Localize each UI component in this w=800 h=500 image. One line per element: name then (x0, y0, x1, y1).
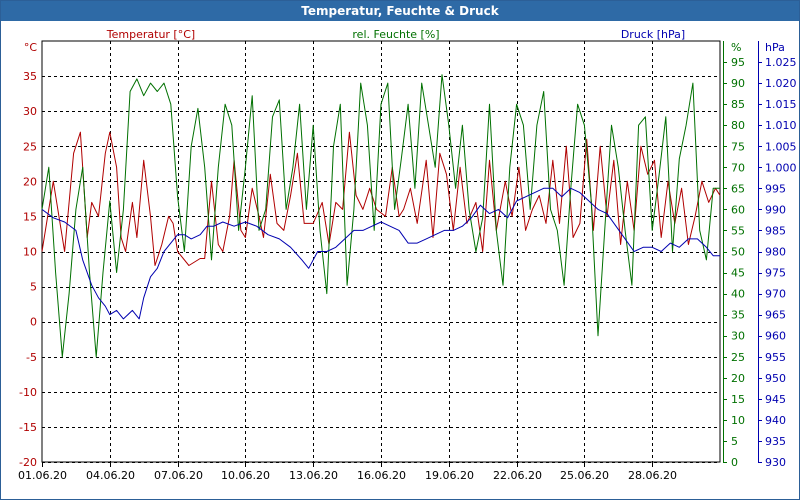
press-tick-label: 990 (765, 203, 786, 216)
press-tick-label: 940 (765, 414, 786, 427)
x-tick-label: 07.06.20 (154, 469, 203, 482)
temp-tick-label: 0 (30, 316, 37, 329)
series-lines (41, 74, 721, 358)
hum-tick-label: 30 (731, 330, 745, 343)
press-tick-label: 955 (765, 351, 786, 364)
hum-tick-label: 85 (731, 98, 745, 111)
x-tick-label: 25.06.20 (560, 469, 609, 482)
press-tick-label: 970 (765, 288, 786, 301)
hum-tick-label: 60 (731, 203, 745, 216)
hum-tick-label: 75 (731, 140, 745, 153)
temp-tick-label: 20 (23, 175, 37, 188)
hum-tick-label: 40 (731, 288, 745, 301)
temp-tick-label: -20 (19, 456, 37, 469)
press-tick-label: 965 (765, 309, 786, 322)
press-tick-label: 930 (765, 456, 786, 469)
press-tick-label: 945 (765, 393, 786, 406)
temp-axis-title: Temperatur [°C] (106, 28, 195, 41)
x-tick-label: 01.06.20 (18, 469, 67, 482)
hum-unit-label: % (731, 41, 741, 54)
press-tick-label: 960 (765, 330, 786, 343)
temp-tick-label: 25 (23, 140, 37, 153)
temp-tick-label: 15 (23, 210, 37, 223)
press-tick-label: 950 (765, 372, 786, 385)
chart-canvas: 01.06.20 04.06.20 07.06.20 10.06.20 13.06.20… (18, 28, 796, 482)
press-tick-label: 935 (765, 435, 786, 448)
axes: 01.06.20 04.06.20 07.06.20 10.06.20 13.06.20… (18, 28, 796, 482)
press-unit-label: hPa (765, 41, 785, 54)
hum-tick-label: 20 (731, 372, 745, 385)
x-tick-label: 10.06.20 (221, 469, 270, 482)
hum-tick-label: 10 (731, 414, 745, 427)
hum-tick-label: 35 (731, 309, 745, 322)
grid-lines (41, 40, 721, 463)
window-title: Temperatur, Feuchte & Druck (1, 1, 799, 21)
press-tick-label: 980 (765, 246, 786, 259)
x-tick-label: 19.06.20 (425, 469, 474, 482)
hum-tick-label: 45 (731, 267, 745, 280)
temp-tick-label: -5 (26, 351, 37, 364)
hum-tick-label: 95 (731, 56, 745, 69)
press-tick-label: 1.015 (765, 98, 797, 111)
temp-tick-label: 10 (23, 246, 37, 259)
press-tick-label: 975 (765, 267, 786, 280)
hum-axis-title: rel. Feuchte [%] (352, 28, 439, 41)
hum-tick-label: 70 (731, 161, 745, 174)
humidity-series-line (41, 74, 720, 358)
press-tick-label: 985 (765, 224, 786, 237)
hum-tick-label: 0 (731, 456, 738, 469)
hum-tick-label: 5 (731, 435, 738, 448)
press-axis-title: Druck [hPa] (621, 28, 685, 41)
temp-unit-label: °C (24, 41, 38, 54)
temp-tick-label: -15 (19, 421, 37, 434)
temp-tick-label: 35 (23, 70, 37, 83)
hum-tick-label: 15 (731, 393, 745, 406)
temp-tick-label: -10 (19, 386, 37, 399)
temperature-series-line (41, 131, 721, 266)
x-tick-label: 28.06.20 (628, 469, 677, 482)
x-tick-label: 13.06.20 (289, 469, 338, 482)
x-tick-label: 22.06.20 (493, 469, 542, 482)
x-tick-label: 16.06.20 (357, 469, 406, 482)
hum-tick-label: 90 (731, 77, 745, 90)
hum-tick-label: 25 (731, 351, 745, 364)
x-tick-label: 04.06.20 (86, 469, 135, 482)
hum-tick-label: 55 (731, 224, 745, 237)
hum-tick-label: 80 (731, 119, 745, 132)
press-tick-label: 1.010 (765, 119, 797, 132)
press-tick-label: 1.005 (765, 140, 797, 153)
press-tick-label: 1.020 (765, 77, 797, 90)
temp-tick-label: 5 (30, 281, 37, 294)
temp-tick-label: 30 (23, 105, 37, 118)
press-tick-label: 995 (765, 182, 786, 195)
hum-tick-label: 50 (731, 246, 745, 259)
hum-tick-label: 65 (731, 182, 745, 195)
pressure-series-line (41, 187, 720, 320)
press-tick-label: 1.000 (765, 161, 797, 174)
press-tick-label: 1.025 (765, 56, 797, 69)
